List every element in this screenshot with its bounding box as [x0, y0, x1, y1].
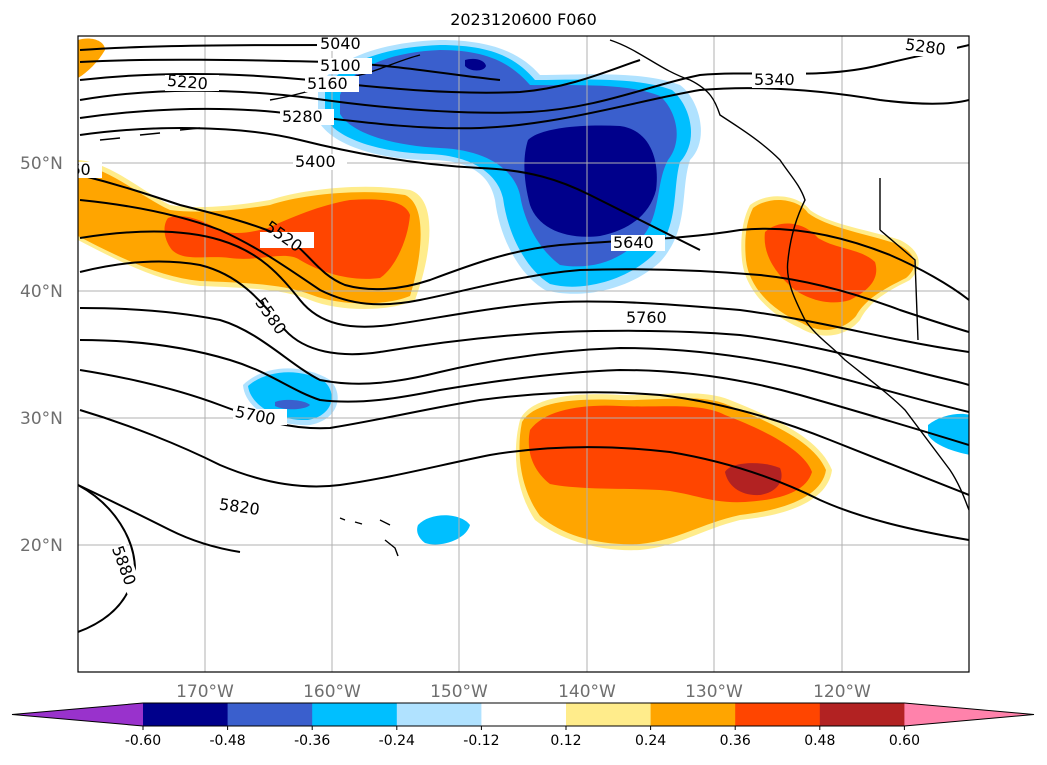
contour-label-5160: 5160 — [307, 74, 348, 93]
colorbar-tick-label: -0.48 — [209, 733, 245, 749]
lon-label-140w: 140°W — [558, 682, 616, 702]
colorbar-extension-low — [12, 703, 143, 726]
lon-label-170w: 170°W — [176, 682, 234, 702]
colorbar-segment — [312, 703, 398, 726]
colorbar-tick-label: 0.24 — [635, 733, 666, 749]
contour-label-5760: 5760 — [626, 308, 667, 327]
lat-label-30n: 30°N — [20, 409, 63, 429]
contour-label-5280-west: 5280 — [282, 107, 323, 126]
colorbar-segment — [396, 703, 482, 726]
map-plot-area: 5040 5100 5160 5220 5280 5340 5280 5400 … — [50, 34, 969, 672]
colorbar-segment — [481, 703, 567, 726]
contour-label-5460: 5460 — [50, 160, 91, 179]
colorbar-segment — [143, 703, 229, 726]
contour-label-5640: 5640 — [613, 233, 654, 252]
colorbar-tick-label: 0.60 — [889, 733, 920, 749]
lat-label-20n: 20°N — [20, 536, 63, 556]
colorbar-tick-label: 0.12 — [550, 733, 581, 749]
lat-label-40n: 40°N — [20, 282, 63, 302]
contour-label-5040: 5040 — [320, 34, 361, 53]
colorbar-segment — [650, 703, 736, 726]
colorbar-tick-label: 0.48 — [804, 733, 835, 749]
coastlines — [99, 39, 969, 557]
colorbar-extension-high — [904, 703, 1034, 726]
lon-label-160w: 160°W — [303, 682, 361, 702]
contour-label-5340: 5340 — [754, 70, 795, 89]
lon-label-130w: 130°W — [685, 682, 743, 702]
colorbar-tick-label: -0.60 — [125, 733, 161, 749]
map-frame — [77, 35, 970, 673]
colorbar-segment — [819, 703, 905, 726]
colorbar-segment — [735, 703, 821, 726]
contour-label-5400: 5400 — [295, 152, 336, 171]
colorbar-tick-label: 0.36 — [720, 733, 751, 749]
contour-label-5220: 5220 — [166, 71, 208, 93]
latitude-labels: 50°N 40°N 30°N 20°N — [20, 154, 63, 556]
height-contours — [78, 44, 969, 633]
contour-labels: 5040 5100 5160 5220 5280 5340 5280 5400 … — [50, 34, 957, 600]
colorbar-tick-label: -0.12 — [463, 733, 499, 749]
colorbar-tick-label: -0.24 — [379, 733, 415, 749]
negative-anomaly-fields — [243, 40, 969, 545]
colorbar-segment — [566, 703, 652, 726]
contour-label-5100: 5100 — [320, 56, 361, 75]
lat-label-50n: 50°N — [20, 154, 63, 174]
lon-label-150w: 150°W — [430, 682, 488, 702]
colorbar: -0.60 -0.48 -0.36 -0.24 -0.12 0.12 0.24 0.36 0.4… — [11, 702, 1035, 749]
colorbar-segment — [227, 703, 313, 726]
longitude-labels: 170°W 160°W 150°W 140°W 130°W 120°W — [176, 682, 871, 702]
map-title: 2023120600 F060 — [450, 10, 597, 29]
colorbar-tick-label: -0.36 — [294, 733, 330, 749]
lon-label-120w: 120°W — [813, 682, 871, 702]
contour-label-5280-east: 5280 — [904, 35, 947, 59]
